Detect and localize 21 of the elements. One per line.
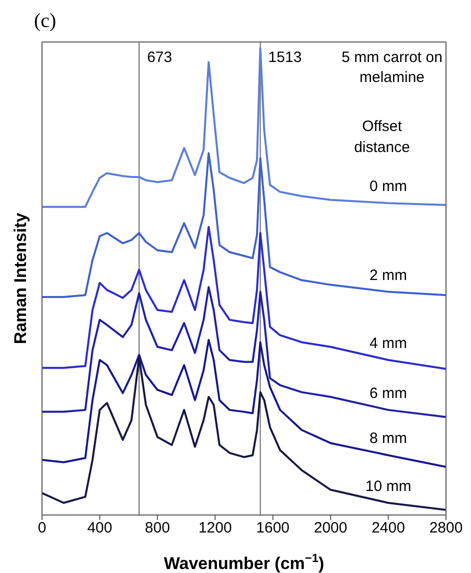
legend-title: Offset distance bbox=[353, 117, 411, 158]
x-axis-title: Wavenumber (cm$^{−1}$) bbox=[164, 551, 324, 573]
x-tick-label: 2400 bbox=[372, 520, 405, 537]
chart-title: (c) bbox=[34, 10, 56, 33]
series-label: 4 mm bbox=[370, 334, 408, 352]
y-axis-title: Raman Intensity bbox=[11, 212, 30, 344]
annotation: 5 mm carrot on melamine bbox=[340, 48, 444, 88]
series-label: 8 mm bbox=[370, 430, 408, 448]
x-tick-label: 800 bbox=[144, 520, 170, 537]
ref-line-label: 673 bbox=[147, 49, 172, 66]
x-tick-label: 2000 bbox=[314, 520, 348, 537]
x-tick-label: 400 bbox=[87, 520, 112, 537]
x-tick-label: 1600 bbox=[256, 520, 290, 537]
x-tick-label: 1200 bbox=[198, 520, 232, 537]
series-label: 0 mm bbox=[370, 178, 408, 196]
x-tick-label: 2800 bbox=[429, 520, 463, 537]
series-label: 6 mm bbox=[370, 384, 408, 402]
ref-line-label: 1513 bbox=[268, 49, 302, 66]
x-tick-label: 0 bbox=[38, 520, 46, 537]
series-label: 10 mm bbox=[365, 478, 412, 495]
series-label: 2 mm bbox=[370, 266, 408, 284]
